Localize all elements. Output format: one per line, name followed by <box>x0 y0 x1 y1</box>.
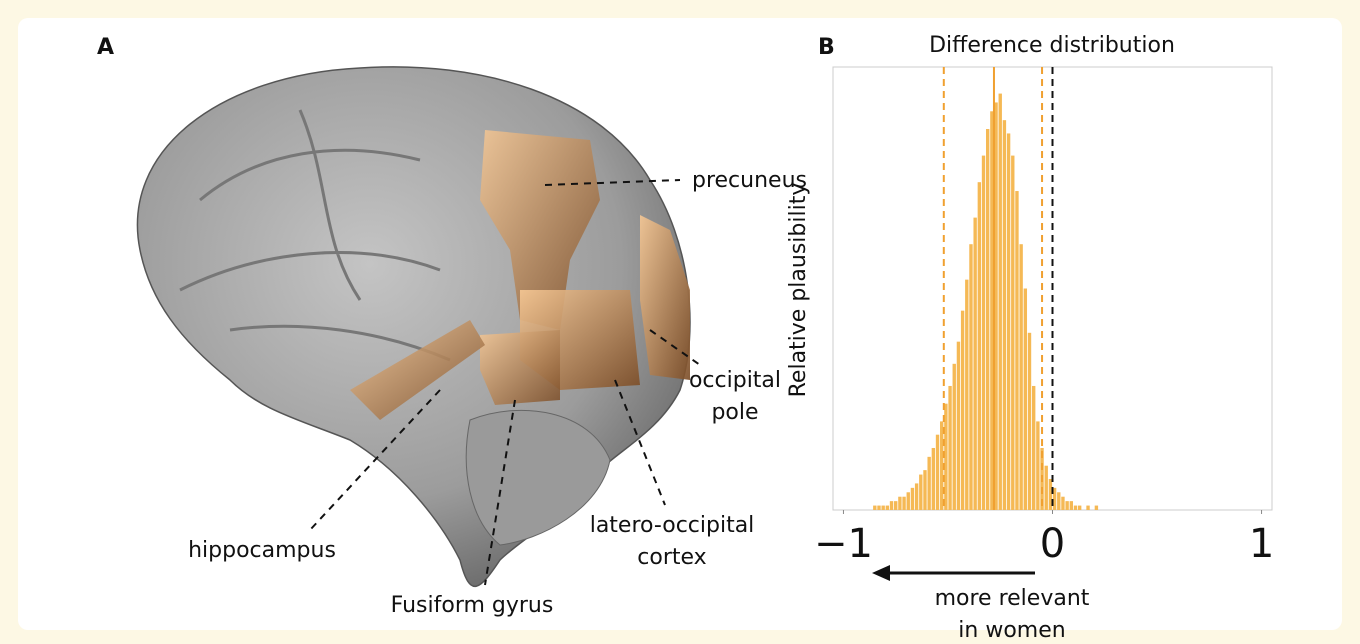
bar <box>1086 506 1089 510</box>
bar <box>1011 156 1014 510</box>
bar <box>907 492 910 510</box>
bar <box>1078 506 1081 510</box>
bar <box>877 506 880 510</box>
bar <box>881 506 884 510</box>
bar <box>923 470 926 510</box>
bar <box>1019 244 1022 510</box>
bar <box>1036 421 1039 510</box>
bar <box>957 342 960 510</box>
bar <box>986 129 989 510</box>
bar <box>919 475 922 510</box>
x-tick-label: 0 <box>1040 521 1065 567</box>
bar <box>936 435 939 510</box>
bar <box>982 156 985 510</box>
bar <box>911 488 914 510</box>
bar <box>999 94 1002 510</box>
figure: A precuneus occipital pole latero-occipi… <box>0 0 1360 644</box>
x-note: in women <box>958 618 1065 643</box>
bar <box>948 386 951 510</box>
bar <box>1074 506 1077 510</box>
bar <box>890 501 893 510</box>
bar <box>1028 333 1031 510</box>
bar <box>915 483 918 510</box>
bar <box>932 448 935 510</box>
chart-title: Difference distribution <box>929 33 1175 58</box>
x-note: more relevant <box>935 586 1090 611</box>
bar <box>1007 133 1010 510</box>
bar <box>973 218 976 510</box>
bar <box>1057 492 1060 510</box>
bar <box>927 457 930 510</box>
bar <box>1045 466 1048 510</box>
bar <box>1070 501 1073 510</box>
bar <box>1003 120 1006 510</box>
x-tick-label: −1 <box>814 521 873 567</box>
annotation: hippocampus <box>188 538 336 563</box>
bar <box>886 506 889 510</box>
bar <box>1024 289 1027 511</box>
bar <box>1061 497 1064 510</box>
bar <box>1095 506 1098 510</box>
bar <box>873 506 876 510</box>
bar <box>965 280 968 510</box>
panel-label: A <box>97 35 114 60</box>
bar <box>1065 501 1068 510</box>
bar <box>898 497 901 510</box>
bar <box>902 497 905 510</box>
bar <box>961 311 964 510</box>
x-tick-label: 1 <box>1249 521 1274 567</box>
annotation: occipital <box>689 368 781 393</box>
bar <box>1015 191 1018 510</box>
bar <box>969 244 972 510</box>
bar <box>1032 386 1035 510</box>
bar <box>953 364 956 510</box>
panel-label: B <box>818 35 835 60</box>
annotation: cortex <box>637 545 706 570</box>
y-axis-label: Relative plausibility <box>786 183 811 398</box>
annotation: pole <box>711 400 758 425</box>
annotation: latero-occipital <box>590 513 755 538</box>
bar <box>978 182 981 510</box>
annotation: Fusiform gyrus <box>391 593 554 618</box>
bar <box>894 501 897 510</box>
